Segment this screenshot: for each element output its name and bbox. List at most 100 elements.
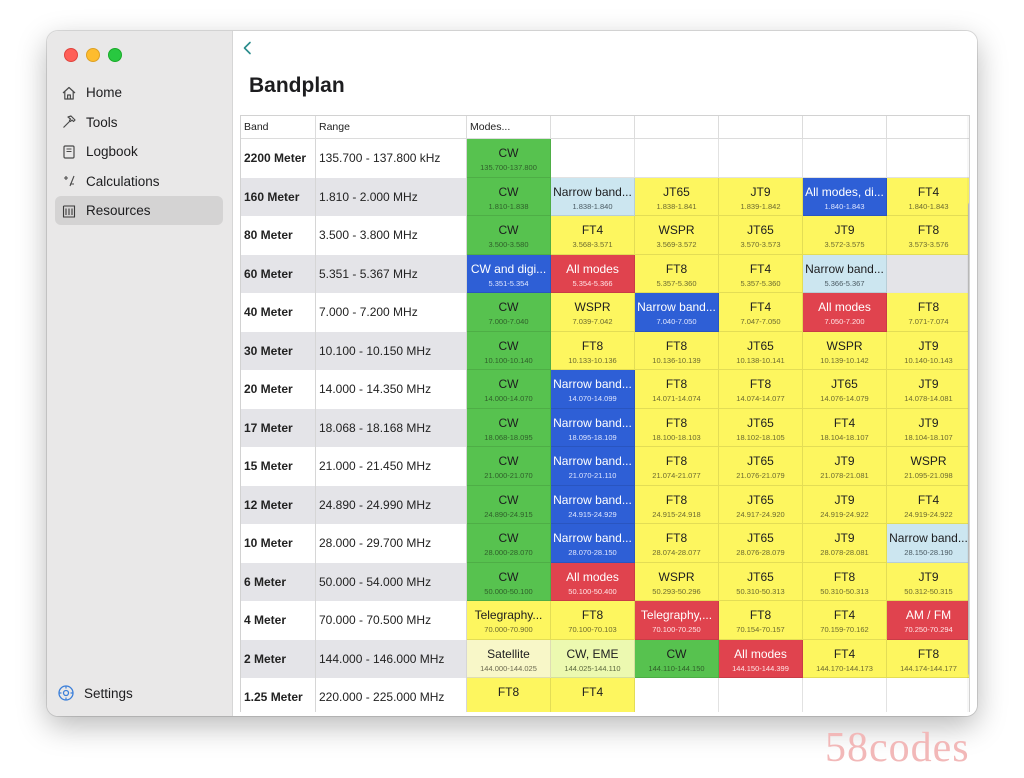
back-button[interactable] <box>242 41 258 61</box>
mode-cell[interactable]: Narrow band... 7.040-7.050 <box>635 293 719 332</box>
mode-cell[interactable]: FT8 70.154-70.157 <box>719 601 803 640</box>
mode-cell[interactable]: Narrow band... 28.150-28.190 <box>887 524 969 563</box>
mode-cell[interactable]: FT8 21.074-21.077 <box>635 447 719 486</box>
mode-cell[interactable]: CW 135.700-137.800 <box>467 139 551 178</box>
mode-cell[interactable]: Narrow band... 24.915-24.929 <box>551 485 635 524</box>
mode-cell[interactable]: JT65 28.076-28.079 <box>719 524 803 563</box>
sidebar-item-resources[interactable]: Resources <box>55 196 223 225</box>
mode-cell[interactable]: CW 24.890-24.915 <box>467 485 551 524</box>
mode-cell[interactable]: FT4 18.104-18.107 <box>803 408 887 447</box>
sidebar-item-settings[interactable]: Settings <box>55 678 225 708</box>
mode-cell[interactable]: FT4 144.170-144.173 <box>803 639 887 678</box>
mode-cell[interactable]: JT65 18.102-18.105 <box>719 408 803 447</box>
mode-cell[interactable]: JT9 50.312-50.315 <box>887 562 969 601</box>
mode-cell[interactable]: All modes 144.150-144.399 <box>719 639 803 678</box>
mode-cell[interactable]: Satellite 144.000-144.025 <box>467 639 551 678</box>
mode-cell[interactable]: All modes 7.050-7.200 <box>803 293 887 332</box>
mode-cell[interactable]: CW 18.068-18.095 <box>467 408 551 447</box>
mode-cell[interactable]: JT65 3.570-3.573 <box>719 216 803 255</box>
mode-cell[interactable]: All modes 5.354-5.366 <box>551 254 635 293</box>
mode-cell[interactable]: FT8 18.100-18.103 <box>635 408 719 447</box>
mode-cell[interactable]: CW 28.000-28.070 <box>467 524 551 563</box>
mode-cell[interactable]: FT8 7.071-7.074 <box>887 293 969 332</box>
sidebar-item-tools[interactable]: Tools <box>55 108 223 137</box>
table-row[interactable]: 40 Meter 7.000 - 7.200 MHz CW 7.000-7.040 WS… <box>241 293 969 332</box>
close-window-button[interactable] <box>64 48 78 62</box>
column-header[interactable]: Band <box>241 116 316 139</box>
table-row[interactable]: 4 Meter 70.000 - 70.500 MHz Telegraphy... 7… <box>241 601 969 640</box>
mode-cell[interactable]: Narrow band... 18.095-18.109 <box>551 408 635 447</box>
mode-cell[interactable]: FT8 <box>467 678 551 712</box>
mode-cell[interactable]: JT65 24.917-24.920 <box>719 485 803 524</box>
table-row[interactable]: 2200 Meter 135.700 - 137.800 kHz CW 135.700… <box>241 139 969 178</box>
sidebar-item-calculations[interactable]: Calculations <box>55 167 223 196</box>
mode-cell[interactable]: FT4 7.047-7.050 <box>719 293 803 332</box>
mode-cell[interactable]: FT8 10.133-10.136 <box>551 331 635 370</box>
mode-cell[interactable]: All modes, di... 1.840-1.843 <box>803 177 887 216</box>
zoom-window-button[interactable] <box>108 48 122 62</box>
table-row[interactable]: 2 Meter 144.000 - 146.000 MHz Satellite 144… <box>241 639 969 678</box>
mode-cell[interactable]: Narrow band... 14.070-14.099 <box>551 370 635 409</box>
table-row[interactable]: 20 Meter 14.000 - 14.350 MHz CW 14.000-14.0… <box>241 370 969 409</box>
mode-cell[interactable]: JT9 3.572-3.575 <box>803 216 887 255</box>
mode-cell[interactable]: FT4 5.357-5.360 <box>719 254 803 293</box>
mode-cell[interactable]: FT4 70.159-70.162 <box>803 601 887 640</box>
mode-cell[interactable]: FT4 3.568-3.571 <box>551 216 635 255</box>
mode-cell[interactable]: FT8 14.074-14.077 <box>719 370 803 409</box>
column-header[interactable]: Range <box>316 116 467 139</box>
mode-cell[interactable]: CW 144.110-144.150 <box>635 639 719 678</box>
table-row[interactable]: 10 Meter 28.000 - 29.700 MHz CW 28.000-28.0… <box>241 524 969 563</box>
table-row[interactable]: 60 Meter 5.351 - 5.367 MHz CW and digi... 5… <box>241 254 969 293</box>
mode-cell[interactable]: JT9 14.078-14.081 <box>887 370 969 409</box>
mode-cell[interactable]: FT8 5.357-5.360 <box>635 254 719 293</box>
table-row[interactable]: 30 Meter 10.100 - 10.150 MHz CW 10.100-10.1… <box>241 331 969 370</box>
mode-cell[interactable]: CW 50.000-50.100 <box>467 562 551 601</box>
table-row[interactable]: 12 Meter 24.890 - 24.990 MHz CW 24.890-24.9… <box>241 485 969 524</box>
mode-cell[interactable]: CW 10.100-10.140 <box>467 331 551 370</box>
mode-cell[interactable]: CW 1.810-1.838 <box>467 177 551 216</box>
minimize-window-button[interactable] <box>86 48 100 62</box>
mode-cell[interactable]: WSPR 50.293-50.296 <box>635 562 719 601</box>
mode-cell[interactable]: WSPR 7.039-7.042 <box>551 293 635 332</box>
table-row[interactable]: 160 Meter 1.810 - 2.000 MHz CW 1.810-1.838 N… <box>241 177 969 216</box>
mode-cell[interactable]: JT65 50.310-50.313 <box>719 562 803 601</box>
column-header[interactable] <box>887 116 969 139</box>
mode-cell[interactable]: FT8 10.136-10.139 <box>635 331 719 370</box>
vertical-scrollbar[interactable] <box>968 202 969 676</box>
mode-cell[interactable]: Narrow band... 1.838-1.840 <box>551 177 635 216</box>
mode-cell[interactable]: All modes 50.100-50.400 <box>551 562 635 601</box>
column-header[interactable] <box>719 116 803 139</box>
table-row[interactable]: 1.25 Meter 220.000 - 225.000 MHz FT8 FT4 <box>241 678 969 712</box>
mode-cell[interactable]: FT8 14.071-14.074 <box>635 370 719 409</box>
mode-cell[interactable]: FT8 24.915-24.918 <box>635 485 719 524</box>
table-row[interactable]: 15 Meter 21.000 - 21.450 MHz CW 21.000-21.0… <box>241 447 969 486</box>
mode-cell[interactable]: CW 21.000-21.070 <box>467 447 551 486</box>
mode-cell[interactable]: FT4 <box>551 678 635 712</box>
table-row[interactable]: 80 Meter 3.500 - 3.800 MHz CW 3.500-3.580 FT… <box>241 216 969 255</box>
table-row[interactable]: 6 Meter 50.000 - 54.000 MHz CW 50.000-50.10… <box>241 562 969 601</box>
mode-cell[interactable]: JT65 1.838-1.841 <box>635 177 719 216</box>
mode-cell[interactable]: FT8 50.310-50.313 <box>803 562 887 601</box>
sidebar-item-home[interactable]: Home <box>55 78 223 107</box>
column-header[interactable] <box>551 116 635 139</box>
mode-cell[interactable]: JT65 21.076-21.079 <box>719 447 803 486</box>
mode-cell[interactable]: CW 7.000-7.040 <box>467 293 551 332</box>
mode-cell[interactable]: WSPR 21.095-21.098 <box>887 447 969 486</box>
mode-cell[interactable]: FT4 24.919-24.922 <box>887 485 969 524</box>
mode-cell[interactable]: FT8 3.573-3.576 <box>887 216 969 255</box>
column-header[interactable] <box>635 116 719 139</box>
mode-cell[interactable]: Narrow band... 5.366-5.367 <box>803 254 887 293</box>
mode-cell[interactable]: JT9 18.104-18.107 <box>887 408 969 447</box>
mode-cell[interactable]: JT65 14.076-14.079 <box>803 370 887 409</box>
mode-cell[interactable]: CW 14.000-14.070 <box>467 370 551 409</box>
mode-cell[interactable]: Telegraphy,... 70.100-70.250 <box>635 601 719 640</box>
column-header[interactable]: Modes... <box>467 116 551 139</box>
mode-cell[interactable]: JT9 1.839-1.842 <box>719 177 803 216</box>
mode-cell[interactable]: FT8 144.174-144.177 <box>887 639 969 678</box>
mode-cell[interactable]: CW, EME 144.025-144.110 <box>551 639 635 678</box>
mode-cell[interactable]: WSPR 3.569-3.572 <box>635 216 719 255</box>
mode-cell[interactable]: Narrow band... 28.070-28.150 <box>551 524 635 563</box>
mode-cell[interactable]: CW and digi... 5.351-5.354 <box>467 254 551 293</box>
mode-cell[interactable]: JT9 10.140-10.143 <box>887 331 969 370</box>
mode-cell[interactable]: Narrow band... 21.070-21.110 <box>551 447 635 486</box>
